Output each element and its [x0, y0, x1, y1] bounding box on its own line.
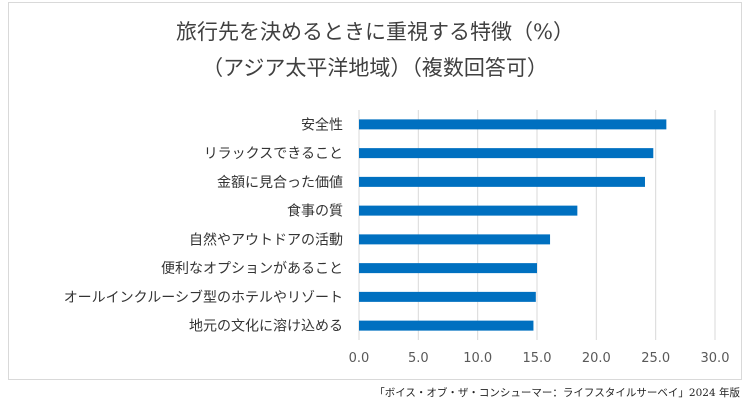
gridlines [358, 110, 716, 340]
x-tick-label: 30.0 [701, 351, 730, 366]
bar-2 [359, 176, 645, 187]
x-tick-labels: 0.0 5.0 10.0 15.0 20.0 25.0 30.0 [349, 351, 730, 366]
category-label: リラックスできること [204, 146, 343, 162]
category-label: 自然やアウトドアの活動 [189, 231, 343, 248]
chart-subtitle: （アジア太平洋地域）（複数回答可） [202, 56, 548, 80]
bar-3 [359, 205, 578, 216]
bar-1 [359, 148, 654, 159]
bars [359, 119, 667, 331]
category-labels: 安全性リラックスできること金額に見合った価値食事の質自然やアウトドアの活動便利な… [64, 116, 343, 334]
x-tick-label: 10.0 [463, 351, 492, 366]
category-label: 地元の文化に溶け込める [189, 319, 343, 335]
category-label: 安全性 [301, 116, 343, 133]
x-tick-label: 20.0 [582, 351, 611, 366]
bar-0 [359, 119, 667, 130]
category-label: 金額に見合った価値 [217, 175, 343, 191]
bar-5 [359, 263, 537, 274]
chart-frame [8, 2, 742, 380]
x-tick-label: 0.0 [349, 351, 370, 366]
category-label: オールインクルーシブ型のホテルやリゾート [64, 289, 343, 306]
x-tick-label: 15.0 [523, 351, 552, 366]
x-tick-label: 5.0 [408, 351, 429, 366]
category-label: 食事の質 [287, 203, 343, 220]
bar-6 [359, 291, 536, 302]
source-note: 「ボイス・オブ・ザ・コンシューマー：ライフスタイルサーベイ」2024 年版 [374, 387, 740, 399]
x-tick-label: 25.0 [641, 351, 670, 366]
category-label: 便利なオプションがあること [161, 261, 343, 277]
chart-title: 旅行先を決めるときに重視する特徴（%） [176, 20, 574, 44]
bar-4 [359, 234, 551, 245]
bar-7 [359, 320, 534, 331]
